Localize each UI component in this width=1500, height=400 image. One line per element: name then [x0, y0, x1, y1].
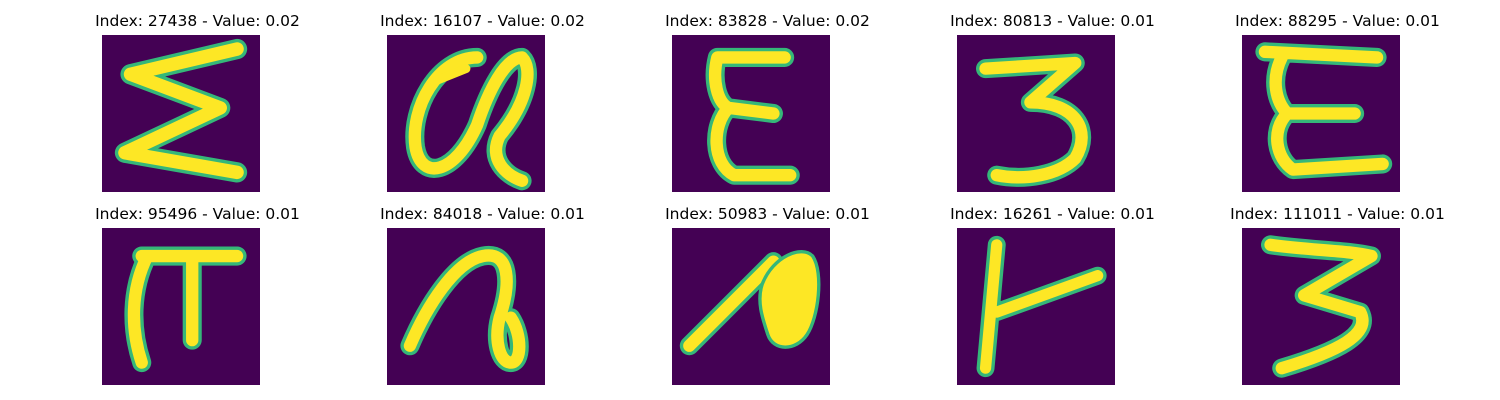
panel: Index: 84018 - Value: 0.01	[340, 193, 625, 385]
panel: Index: 50983 - Value: 0.01	[625, 193, 910, 385]
digit-image	[387, 35, 545, 192]
panel-title: Index: 16107 - Value: 0.02	[380, 12, 585, 30]
panel-title: Index: 111011 - Value: 0.01	[1230, 205, 1445, 223]
digit-image	[672, 35, 830, 192]
pi-glyph	[124, 246, 247, 373]
panel: Index: 27438 - Value: 0.02	[55, 0, 340, 192]
panel: Index: 111011 - Value: 0.01	[1195, 193, 1480, 385]
panel-title: Index: 27438 - Value: 0.02	[95, 12, 300, 30]
epsilon-glyph	[705, 47, 800, 185]
panel: Index: 16107 - Value: 0.02	[340, 0, 625, 192]
digit-image	[387, 228, 545, 385]
panel: Index: 88295 - Value: 0.01	[1195, 0, 1480, 192]
panel-title: Index: 80813 - Value: 0.01	[950, 12, 1155, 30]
digit-image	[1242, 228, 1400, 385]
panel-title: Index: 95496 - Value: 0.01	[95, 205, 300, 223]
digit-image	[1242, 35, 1400, 192]
digit-image	[102, 35, 260, 192]
three-glyph	[1261, 235, 1381, 378]
panel: Index: 80813 - Value: 0.01	[910, 0, 1195, 192]
panel-title: Index: 50983 - Value: 0.01	[665, 205, 870, 223]
loop-glyph	[400, 245, 529, 373]
panel: Index: 16261 - Value: 0.01	[910, 193, 1195, 385]
sigma-glyph	[114, 38, 248, 183]
digit-image	[957, 35, 1115, 192]
panel-title: Index: 88295 - Value: 0.01	[1235, 12, 1440, 30]
alpha-glyph	[405, 47, 537, 191]
panel-title: Index: 16261 - Value: 0.01	[950, 205, 1155, 223]
epsilon-glyph	[1255, 42, 1393, 180]
digit-image	[672, 228, 830, 385]
panel: Index: 83828 - Value: 0.02	[625, 0, 910, 192]
tee-glyph	[976, 235, 1107, 378]
digit-image	[102, 228, 260, 385]
digit-image	[957, 228, 1115, 385]
blob-glyph	[679, 250, 821, 356]
panel-title: Index: 84018 - Value: 0.01	[380, 205, 585, 223]
three-glyph	[976, 53, 1092, 187]
panel-title: Index: 83828 - Value: 0.02	[665, 12, 870, 30]
panel: Index: 95496 - Value: 0.01	[55, 193, 340, 385]
